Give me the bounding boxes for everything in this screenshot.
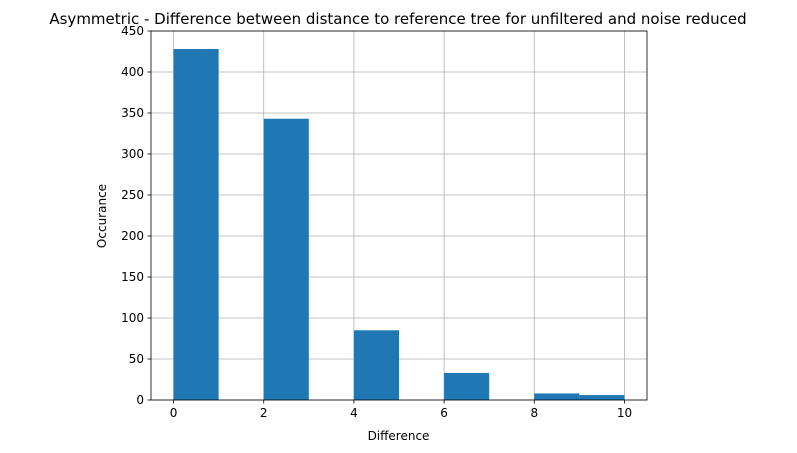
y-tick-label: 250 — [121, 188, 144, 202]
x-axis-label: Difference — [368, 429, 430, 443]
histogram-bar — [579, 395, 625, 400]
histogram-bar — [173, 49, 219, 400]
histogram-bar — [534, 393, 580, 400]
x-tick-label: 8 — [530, 406, 538, 420]
y-tick-label: 200 — [121, 229, 144, 243]
x-tick-label: 4 — [350, 406, 358, 420]
y-axis-label: Occurance — [95, 184, 109, 248]
y-tick-label: 450 — [121, 24, 144, 38]
y-tick-label: 50 — [129, 352, 144, 366]
y-tick-label: 0 — [136, 393, 144, 407]
plot-frame — [150, 30, 648, 401]
grid — [151, 30, 647, 401]
histogram-bar — [353, 330, 399, 400]
x-tick-label: 0 — [170, 406, 178, 420]
y-tick-label: 400 — [121, 65, 144, 79]
y-tick-label: 350 — [121, 106, 144, 120]
x-tick-label: 10 — [617, 406, 632, 420]
y-tick-label: 150 — [121, 270, 144, 284]
y-tick-label: 100 — [121, 311, 144, 325]
x-tick-label: 6 — [440, 406, 448, 420]
bars — [173, 49, 625, 401]
y-tick-label: 300 — [121, 147, 144, 161]
histogram-bar — [444, 372, 490, 400]
chart-title: Asymmetric - Difference between distance… — [49, 10, 746, 28]
histogram-bar — [263, 118, 309, 401]
x-tick-label: 2 — [260, 406, 268, 420]
